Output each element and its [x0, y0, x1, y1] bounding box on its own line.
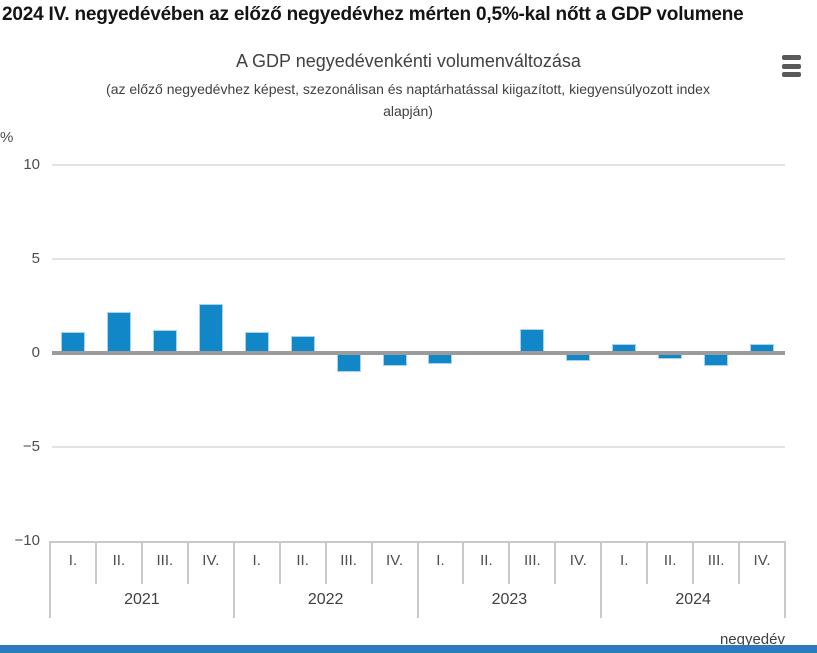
y-axis-unit-label: % — [0, 129, 14, 146]
y-tick-label: −5 — [22, 438, 40, 455]
quarter-separator — [278, 541, 281, 584]
chart-title: A GDP negyedévenkénti volumenváltozása — [236, 51, 581, 71]
quarter-cell-label: II. — [296, 552, 309, 569]
year-separator — [416, 541, 419, 618]
quarter-separator — [554, 541, 557, 584]
quarter-separator — [738, 541, 741, 584]
quarter-cell-label: III. — [340, 552, 357, 569]
year-label: 2023 — [491, 591, 528, 608]
chart-subtitle-line-1: (az előző negyedévhez képest, szezonális… — [106, 81, 710, 97]
quarter-separator — [370, 541, 373, 584]
bar-2022-I[interactable] — [244, 332, 269, 353]
quarter-cell-label: II. — [480, 552, 493, 569]
y-tick-label: 10 — [23, 156, 40, 173]
quarter-cell-label: IV. — [386, 552, 404, 569]
chart-subtitle-line-2: alapján) — [383, 103, 433, 119]
quarter-cell-label: II. — [663, 552, 677, 569]
y-tick-label: 5 — [31, 250, 40, 267]
quarter-separator — [94, 541, 97, 584]
quarter-separator — [646, 541, 649, 584]
chart-subtitle: (az előző negyedévhez képest, szezonális… — [38, 78, 778, 122]
quarter-cell-label: I. — [252, 552, 261, 569]
bar-2023-III[interactable] — [520, 328, 545, 353]
quarter-cell-label: IV. — [569, 552, 587, 569]
quarter-separator — [462, 541, 465, 584]
year-separator — [600, 541, 603, 618]
year-label: 2024 — [675, 591, 711, 608]
bar-2022-III[interactable] — [336, 353, 361, 372]
quarter-cell-label: III. — [524, 552, 541, 569]
footer-accent-bar — [0, 645, 817, 653]
x-axis-title: negyedév — [719, 631, 785, 648]
quarter-cell-label: II. — [112, 552, 126, 569]
quarter-separator — [692, 541, 695, 584]
quarter-separator — [186, 541, 189, 584]
quarter-separator — [140, 541, 143, 584]
page-headline: 2024 IV. negyedévében az előző negyedévh… — [2, 4, 744, 25]
y-tick-label: −10 — [14, 532, 40, 549]
year-label: 2022 — [307, 591, 344, 608]
bar-2021-III[interactable] — [152, 330, 177, 353]
quarter-cell-label: III. — [156, 552, 174, 569]
quarter-cell-label: IV. — [202, 552, 220, 569]
menu-icon-bar — [782, 63, 801, 69]
quarter-separator — [508, 541, 511, 584]
bar-2021-IV[interactable] — [198, 304, 223, 353]
year-separator — [232, 541, 235, 618]
quarter-separator — [324, 541, 327, 584]
chart-menu-button[interactable] — [782, 55, 801, 77]
y-tick-label: 0 — [31, 344, 40, 361]
quarter-cell-label: IV. — [753, 552, 771, 569]
gridline — [52, 164, 785, 166]
zero-gridline — [52, 351, 785, 355]
quarter-cell-label: I. — [620, 552, 629, 569]
gridline — [52, 258, 785, 260]
quarter-cell-label: III. — [707, 552, 725, 569]
menu-icon-bar — [782, 72, 801, 77]
gridline — [52, 446, 785, 448]
quarter-cell-label: I. — [436, 552, 445, 569]
quarter-cell-label: I. — [68, 552, 78, 569]
bar-2021-I[interactable] — [60, 332, 85, 353]
year-separator — [49, 541, 51, 618]
menu-icon-bar — [782, 55, 801, 60]
year-separator — [784, 541, 786, 618]
year-label: 2021 — [124, 591, 160, 608]
bar-2021-II[interactable] — [106, 311, 131, 353]
